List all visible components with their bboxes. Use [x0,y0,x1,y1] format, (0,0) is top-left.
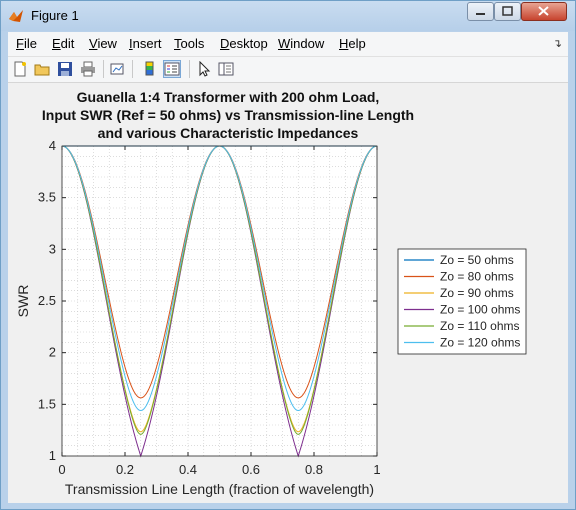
title-bar[interactable]: Figure 1 [1,1,575,31]
insert-legend-icon[interactable] [163,60,181,78]
menu-help[interactable]: Help [339,36,366,51]
figure-toolbar [8,57,568,83]
window-title: Figure 1 [31,8,79,23]
toolbar-separator [189,60,190,78]
property-inspector-icon[interactable] [218,61,234,77]
swr-plot: 0 0.2 0.4 0.6 0.8 1 1 1.5 2 2.5 3 3.5 4 Transmission … [15,138,527,497]
figure-canvas: Guanella 1:4 Transformer with 200 ohm Lo… [8,83,568,503]
open-file-icon[interactable] [34,61,50,77]
y-tick-label: 3 [49,241,56,256]
menu-view[interactable]: View [89,36,117,51]
legend-entry: Zo = 120 ohms [440,336,520,350]
chart-title-line-1: Guanella 1:4 Transformer with 200 ohm Lo… [76,89,380,105]
y-tick-label: 2 [49,345,56,360]
legend-entry: Zo = 100 ohms [440,303,520,317]
menu-bar: File Edit View Insert Tools Desktop Wind… [8,32,568,57]
legend-entry: Zo = 80 ohms [440,270,514,284]
y-tick-label: 4 [49,138,56,153]
insert-colorbar-icon[interactable] [142,61,158,77]
x-tick-label: 0.4 [179,462,197,477]
x-tick-label: 0.8 [305,462,323,477]
x-tick-label: 0.6 [242,462,260,477]
x-tick-label: 0 [58,462,65,477]
menu-desktop[interactable]: Desktop [220,36,268,51]
menu-tools[interactable]: Tools [174,36,205,51]
y-axis-label: SWR [15,285,31,318]
edit-plot-icon[interactable] [196,61,212,77]
maximize-icon [502,6,513,16]
minimize-button[interactable] [467,2,494,21]
y-tick-label: 1 [49,448,56,463]
y-tick-label: 2.5 [38,293,56,308]
y-tick-label: 1.5 [38,396,56,411]
legend-entry: Zo = 90 ohms [440,286,514,300]
matlab-icon [9,10,23,22]
close-button[interactable] [521,2,567,21]
print-icon[interactable] [80,61,96,77]
toolbar-separator [103,60,104,78]
new-figure-icon[interactable] [12,61,28,77]
legend-entry: Zo = 110 ohms [440,319,520,333]
legend-box [397,248,527,355]
chart-title-line-3: and various Characteristic Impedances [97,125,359,141]
x-tick-label: 0.2 [116,462,134,477]
minimize-icon [476,13,485,15]
x-axis-label: Transmission Line Length (fraction of wa… [65,481,374,497]
maximize-button[interactable] [494,2,521,21]
menu-window[interactable]: Window [278,36,325,51]
chart-title-line-2: Input SWR (Ref = 50 ohms) vs Transmissio… [41,107,415,123]
x-tick-label: 1 [373,462,380,477]
menu-edit[interactable]: Edit [52,36,75,51]
close-icon [538,6,549,16]
y-tick-label: 3.5 [38,190,56,205]
save-icon[interactable] [57,61,73,77]
menu-file[interactable]: File [16,36,37,51]
toolbar-separator [132,60,133,78]
dock-figure-icon[interactable]: ↴ [552,38,562,50]
menu-insert[interactable]: Insert [129,36,162,51]
legend-entry: Zo = 50 ohms [440,253,514,267]
axes-box [61,145,378,457]
link-plot-icon[interactable] [109,61,125,77]
